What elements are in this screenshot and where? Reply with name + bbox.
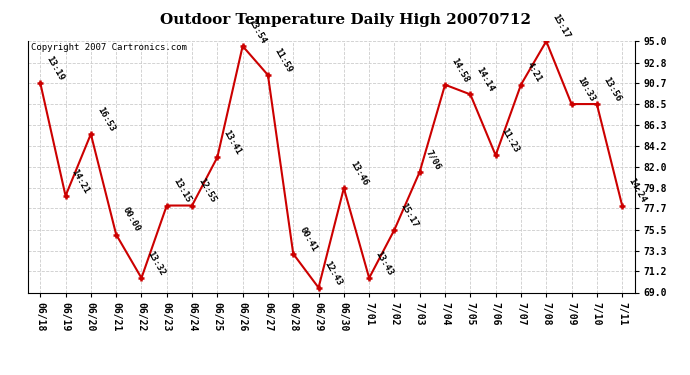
Text: 13:43: 13:43 (373, 249, 395, 277)
Text: 4:21: 4:21 (525, 61, 544, 84)
Text: 13:56: 13:56 (601, 75, 622, 103)
Text: 00:41: 00:41 (297, 225, 319, 253)
Text: 13:46: 13:46 (348, 160, 369, 188)
Text: Outdoor Temperature Daily High 20070712: Outdoor Temperature Daily High 20070712 (159, 13, 531, 27)
Text: 7/06: 7/06 (424, 148, 442, 171)
Text: 13:19: 13:19 (44, 54, 66, 82)
Text: 11:59: 11:59 (272, 46, 293, 74)
Text: 14:24: 14:24 (627, 177, 647, 205)
Text: 00:00: 00:00 (120, 206, 141, 234)
Text: 13:32: 13:32 (146, 249, 167, 277)
Text: 15:17: 15:17 (551, 13, 571, 40)
Text: 13:41: 13:41 (221, 129, 243, 156)
Text: 13:54: 13:54 (247, 18, 268, 45)
Text: 12:43: 12:43 (323, 259, 344, 287)
Text: 14:21: 14:21 (70, 167, 91, 195)
Text: 10:33: 10:33 (575, 75, 597, 103)
Text: 14:58: 14:58 (449, 56, 471, 84)
Text: Copyright 2007 Cartronics.com: Copyright 2007 Cartronics.com (30, 42, 186, 51)
Text: 12:55: 12:55 (196, 177, 217, 205)
Text: 11:23: 11:23 (500, 127, 521, 154)
Text: 13:15: 13:15 (171, 177, 192, 205)
Text: 14:14: 14:14 (475, 66, 495, 94)
Text: 16:53: 16:53 (95, 105, 116, 133)
Text: 15:17: 15:17 (399, 201, 420, 229)
